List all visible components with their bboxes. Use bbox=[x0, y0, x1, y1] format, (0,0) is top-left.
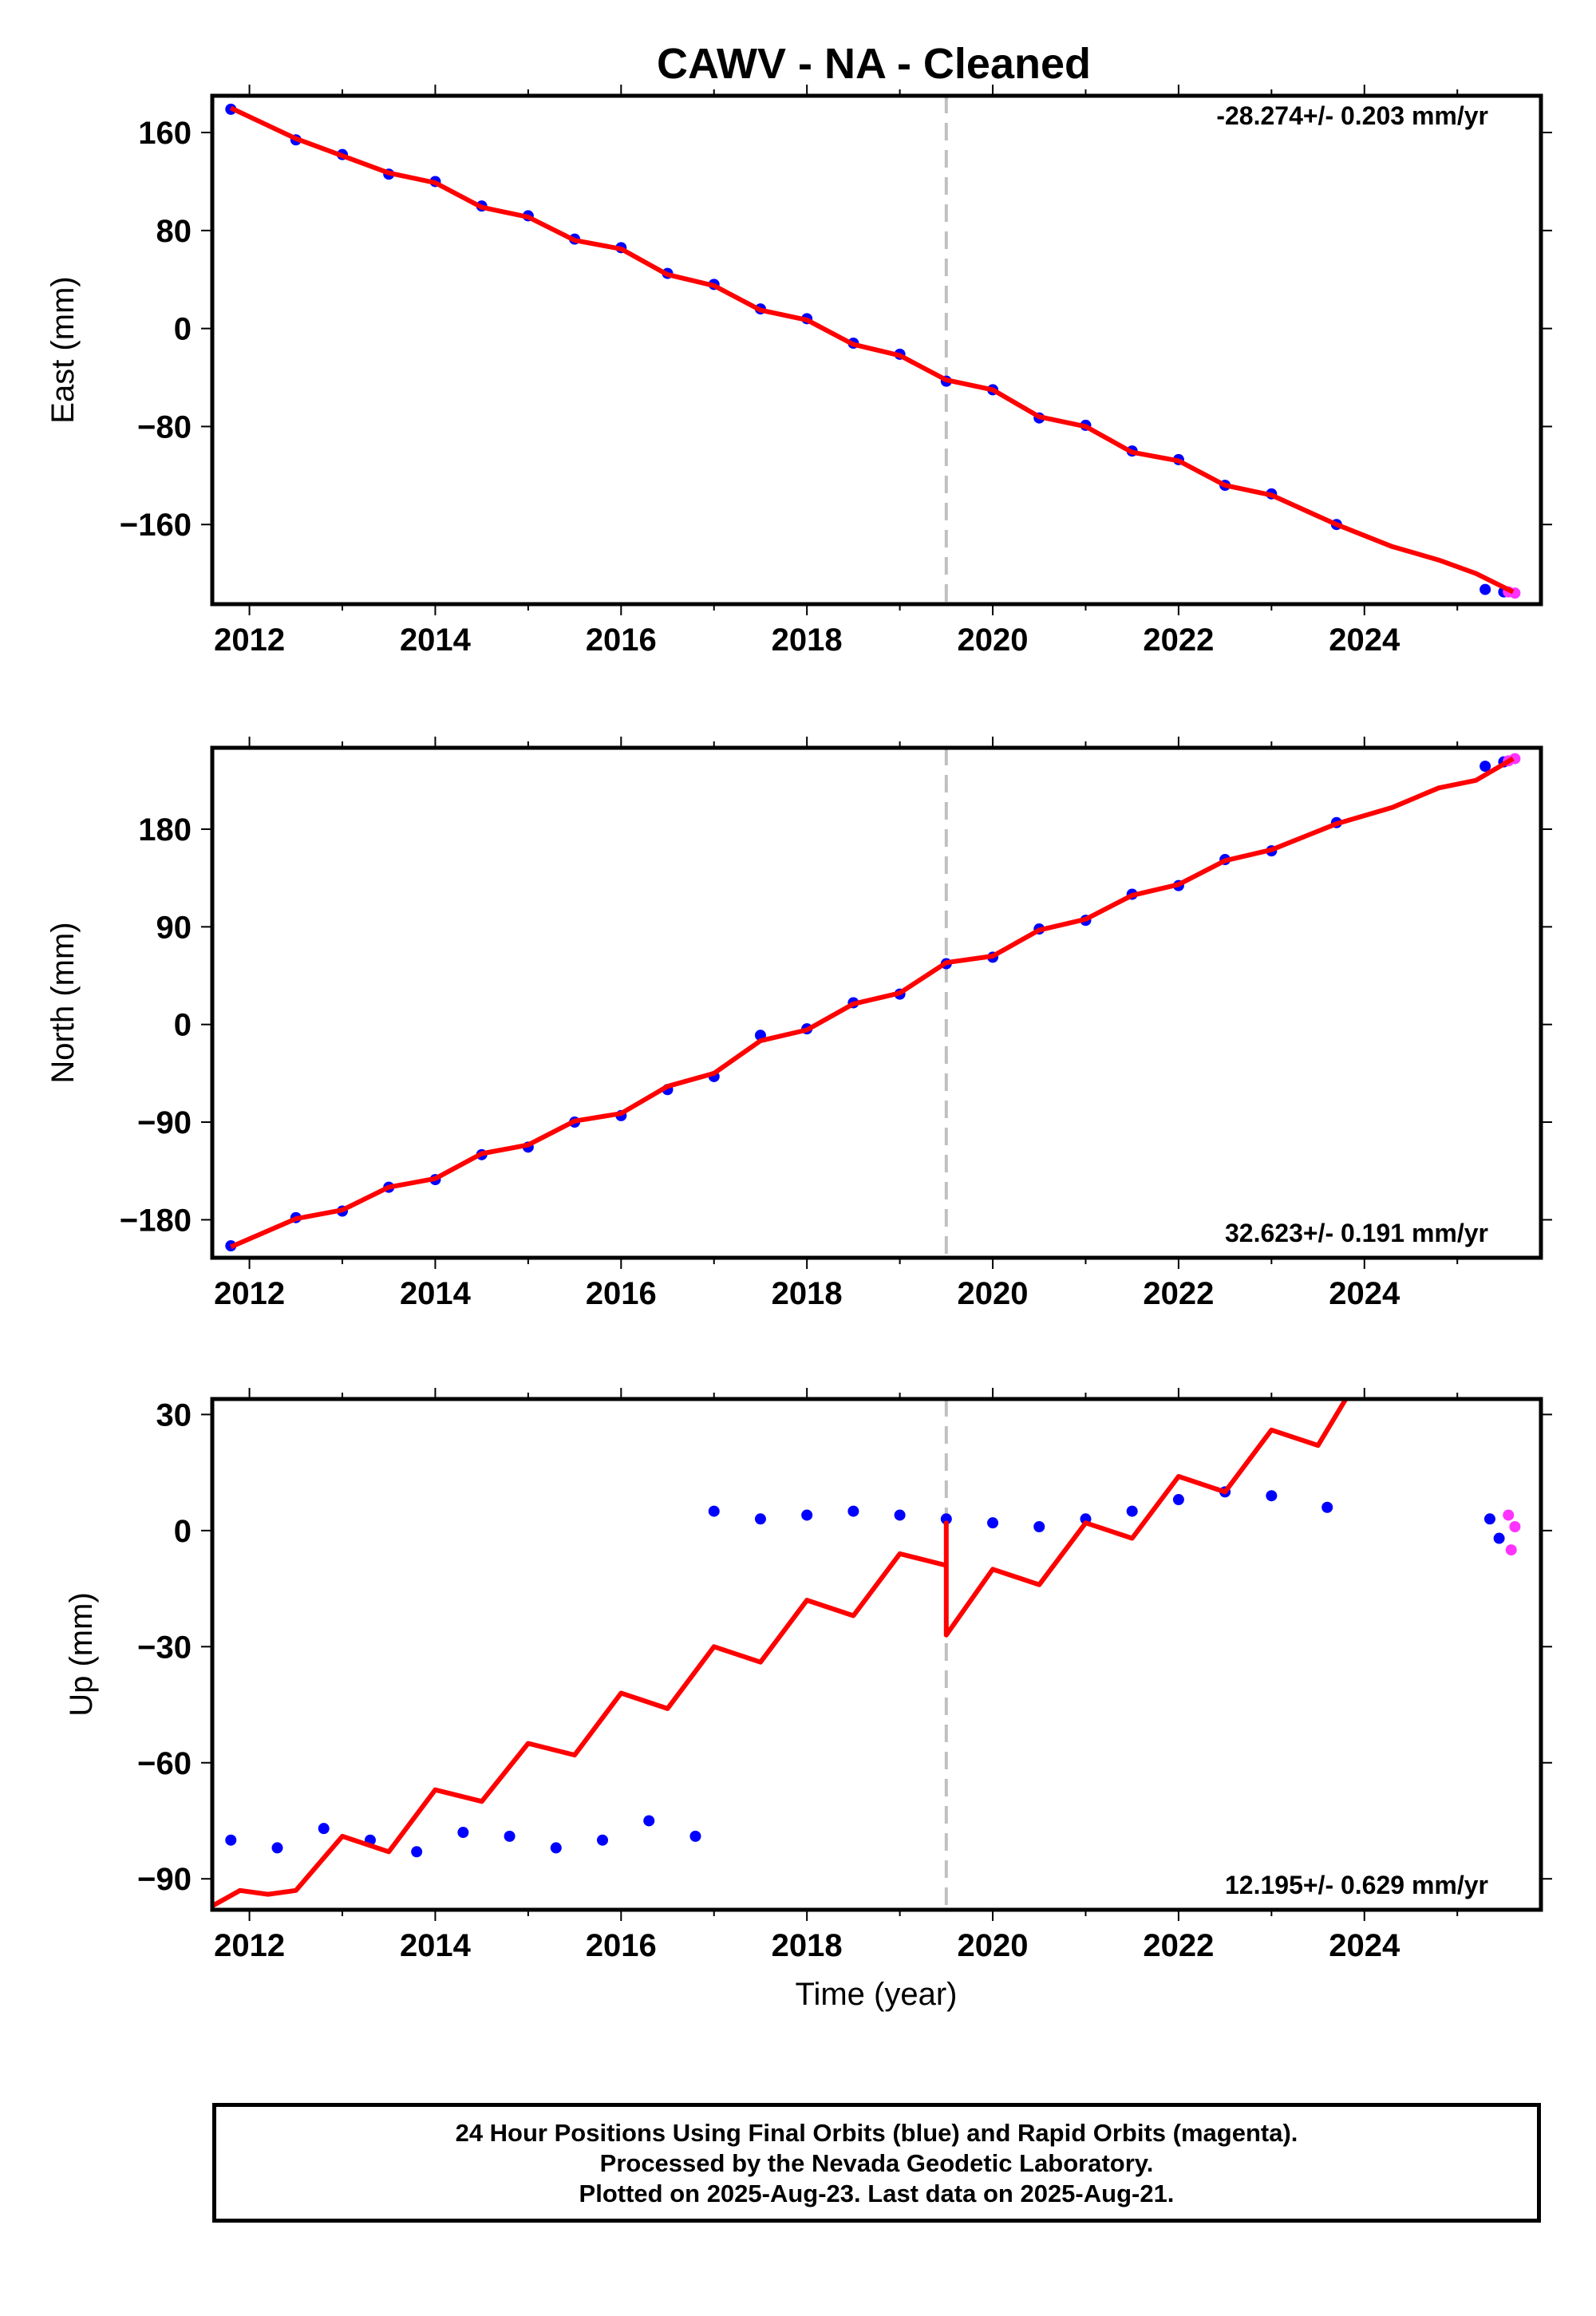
up-final-point bbox=[411, 1846, 423, 1858]
up-final-point bbox=[1033, 1521, 1045, 1532]
north-x-tick-label: 2020 bbox=[958, 1276, 1029, 1311]
up-final-point bbox=[847, 1505, 859, 1517]
up-y-tick-label: −30 bbox=[137, 1630, 192, 1665]
north-y-tick-label: −180 bbox=[120, 1203, 192, 1238]
up-final-point bbox=[225, 1834, 237, 1846]
up-model-line bbox=[212, 1399, 1349, 1908]
up-rate-label: 12.195+/- 0.629 mm/yr bbox=[1225, 1871, 1488, 1899]
east-plot-area bbox=[225, 96, 1521, 604]
up-x-tick-label: 2020 bbox=[958, 1928, 1029, 1963]
north-y-axis-title: North (mm) bbox=[45, 922, 81, 1083]
up-final-point bbox=[1266, 1490, 1278, 1502]
north-x-tick-label: 2024 bbox=[1329, 1276, 1400, 1311]
east-y-tick-label: −160 bbox=[120, 508, 192, 543]
east-x-tick-label: 2014 bbox=[400, 622, 472, 658]
north-plot-area bbox=[225, 748, 1521, 1258]
up-final-point bbox=[689, 1830, 701, 1842]
up-final-point bbox=[754, 1513, 766, 1525]
north-rate-label: 32.623+/- 0.191 mm/yr bbox=[1225, 1219, 1488, 1247]
figure-title: CAWV - NA - Cleaned bbox=[657, 40, 1091, 88]
east-y-tick-label: −80 bbox=[137, 409, 192, 445]
up-x-tick-label: 2014 bbox=[400, 1928, 472, 1963]
up-y-tick-label: −60 bbox=[137, 1746, 192, 1781]
east-x-tick-label: 2020 bbox=[958, 622, 1029, 658]
caption-line-1: 24 Hour Positions Using Final Orbits (bl… bbox=[455, 2119, 1298, 2147]
up-y-tick-label: −90 bbox=[137, 1862, 192, 1897]
up-final-point bbox=[801, 1509, 813, 1521]
caption-box: 24 Hour Positions Using Final Orbits (bl… bbox=[212, 2103, 1541, 2223]
up-rapid-point bbox=[1509, 1521, 1521, 1532]
east-frame bbox=[210, 93, 1543, 607]
north-x-tick-label: 2016 bbox=[586, 1276, 657, 1311]
up-rapid-point bbox=[1505, 1544, 1517, 1556]
north-y-tick-label: 180 bbox=[138, 812, 192, 848]
up-x-tick-label: 2018 bbox=[772, 1928, 843, 1963]
east-y-tick-label: 0 bbox=[174, 312, 192, 347]
east-y-tick-label: 160 bbox=[138, 116, 192, 151]
up-x-tick-label: 2012 bbox=[214, 1928, 285, 1963]
north-x-tick-label: 2014 bbox=[400, 1276, 472, 1311]
up-final-point bbox=[643, 1815, 655, 1827]
north-y-tick-label: 90 bbox=[156, 910, 192, 945]
up-x-tick-label: 2022 bbox=[1143, 1928, 1214, 1963]
up-final-point bbox=[1126, 1505, 1138, 1517]
up-x-tick-label: 2016 bbox=[586, 1928, 657, 1963]
up-final-point bbox=[504, 1830, 516, 1842]
east-x-tick-label: 2016 bbox=[586, 622, 657, 658]
east-x-tick-label: 2012 bbox=[214, 622, 285, 658]
up-y-axis-title: Up (mm) bbox=[64, 1592, 99, 1717]
up-final-point bbox=[987, 1517, 999, 1529]
caption-line-3: Plotted on 2025-Aug-23. Last data on 202… bbox=[579, 2180, 1175, 2207]
north-y-tick-label: 0 bbox=[174, 1008, 192, 1043]
north-x-tick-label: 2018 bbox=[772, 1276, 843, 1311]
north-frame bbox=[210, 745, 1543, 1260]
up-frame bbox=[210, 1397, 1543, 1912]
up-x-tick-label: 2024 bbox=[1329, 1928, 1400, 1963]
east-y-axis-title: East (mm) bbox=[45, 276, 81, 423]
up-final-point bbox=[457, 1827, 469, 1839]
north-x-tick-label: 2012 bbox=[214, 1276, 285, 1311]
up-final-point bbox=[1321, 1501, 1333, 1513]
north-y-tick-label: −90 bbox=[137, 1105, 192, 1140]
up-final-point bbox=[1483, 1513, 1495, 1525]
up-rapid-point bbox=[1503, 1509, 1515, 1521]
panels: 2012 2014 2016 2018 2020 2022 2024 160 80 0 −80 −16… bbox=[45, 85, 1552, 1963]
up-final-point bbox=[597, 1834, 609, 1846]
east-rate-label: -28.274+/- 0.203 mm/yr bbox=[1216, 101, 1488, 130]
east-panel: 2012 2014 2016 2018 2020 2022 2024 160 80 0 −80 −16… bbox=[45, 85, 1552, 658]
up-final-point bbox=[894, 1509, 906, 1521]
up-final-point bbox=[318, 1823, 330, 1835]
east-x-tick-label: 2024 bbox=[1329, 622, 1400, 658]
up-final-point bbox=[940, 1513, 952, 1525]
north-panel: 2012 2014 2016 2018 2020 2022 2024 180 90 0 −90 −18… bbox=[45, 737, 1552, 1311]
caption-line-2: Processed by the Nevada Geodetic Laborat… bbox=[599, 2149, 1154, 2177]
up-final-point bbox=[1172, 1494, 1184, 1506]
up-final-point bbox=[271, 1842, 283, 1854]
up-plot-area bbox=[212, 1399, 1521, 1910]
up-y-tick-label: 0 bbox=[174, 1514, 192, 1549]
north-model-line bbox=[230, 757, 1515, 1250]
east-model-line bbox=[230, 105, 1515, 595]
east-x-tick-label: 2018 bbox=[772, 622, 843, 658]
east-y-tick-label: 80 bbox=[156, 214, 192, 249]
up-final-point bbox=[708, 1505, 720, 1517]
up-y-tick-label: 30 bbox=[156, 1397, 192, 1433]
east-final-point bbox=[1479, 583, 1491, 595]
up-final-point bbox=[1493, 1532, 1505, 1544]
x-axis-title: Time (year) bbox=[796, 1977, 958, 2012]
north-x-tick-label: 2022 bbox=[1143, 1276, 1214, 1311]
east-x-tick-label: 2022 bbox=[1143, 622, 1214, 658]
north-final-point bbox=[1479, 761, 1491, 773]
up-final-point bbox=[550, 1842, 562, 1854]
up-panel: 2012 2014 2016 2018 2020 2022 2024 30 0 −30 −60 −90… bbox=[64, 1388, 1552, 1963]
